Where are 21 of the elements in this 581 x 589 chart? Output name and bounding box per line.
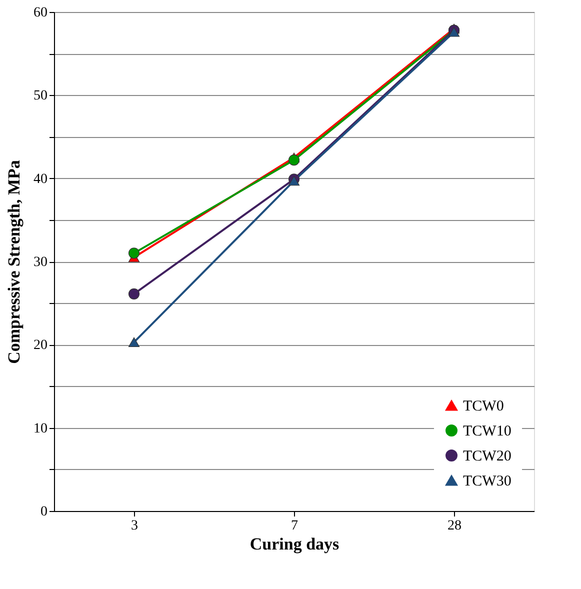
y-tick-label: 60 bbox=[34, 6, 48, 20]
y-tick-label: 30 bbox=[34, 255, 48, 270]
x-tick-label: 3 bbox=[131, 518, 138, 534]
legend-label: TCW20 bbox=[463, 448, 512, 464]
legend-label: TCW10 bbox=[463, 424, 512, 440]
x-tick-label: 28 bbox=[448, 518, 462, 534]
point bbox=[448, 27, 460, 37]
point bbox=[128, 248, 140, 259]
y-tick-label: 50 bbox=[34, 88, 48, 104]
y-tick-label: 20 bbox=[34, 338, 48, 354]
point bbox=[128, 337, 140, 348]
legend-label: TCW30 bbox=[463, 474, 512, 490]
y-tick-label: 0 bbox=[40, 504, 48, 520]
y-tick-label: 40 bbox=[34, 172, 48, 187]
legend-label: TCW0 bbox=[463, 398, 504, 414]
x-tick-label: 7 bbox=[291, 518, 298, 534]
x-axis-title: Curing days bbox=[250, 534, 340, 554]
y-axis-title: Compressive Strength, MPa bbox=[4, 160, 24, 364]
y-tick-label: 10 bbox=[34, 421, 48, 436]
point bbox=[288, 154, 300, 166]
point bbox=[128, 288, 140, 300]
